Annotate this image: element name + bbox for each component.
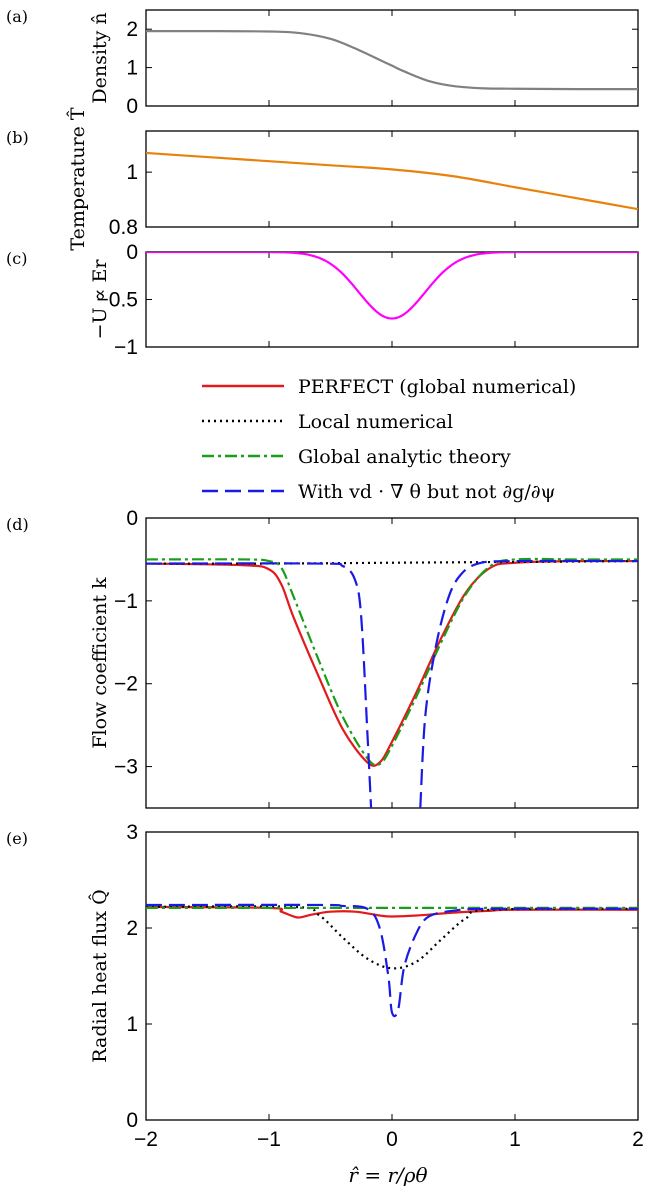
y-tick-label-e: 3 <box>126 821 138 844</box>
series-line-a-0 <box>146 31 638 89</box>
series-group-d <box>146 559 638 808</box>
panel-label-e: (e) <box>6 829 28 848</box>
series-group-a <box>146 31 638 89</box>
y-tick-label-e: 1 <box>126 1013 138 1036</box>
x-tick-label-e: 2 <box>632 1128 644 1151</box>
panel-label-b: (b) <box>6 128 29 147</box>
legend-label-1: Local numerical <box>298 411 453 433</box>
y-tick-label-a: 0 <box>126 95 138 118</box>
y-tick-label-d: 0 <box>126 507 138 530</box>
series-line-d-3 <box>420 561 638 808</box>
legend: PERFECT (global numerical) Local numerica… <box>202 376 576 503</box>
y-tick-label-b: 1 <box>126 161 138 184</box>
x-tick-label-e: 1 <box>509 1128 521 1151</box>
legend-label-0: PERFECT (global numerical) <box>298 376 576 398</box>
y-tick-label-d: −2 <box>114 673 138 696</box>
series-line-d-3 <box>146 563 371 808</box>
panels-group: 012(a) Density n̂0.81(b) Temperature T̂−1−… <box>6 7 644 1151</box>
y-tick-label-b: 0.8 <box>109 216 138 239</box>
y-tick-label-e: 2 <box>126 917 138 940</box>
series-line-b-0 <box>146 153 638 209</box>
series-group-c <box>146 252 638 319</box>
panel-a: 0 1 2 (a) Density n̂ <box>6 7 638 118</box>
y-tick-label-a: 2 <box>126 18 138 41</box>
y-axis-label-c: −U ∝ Er <box>89 259 111 340</box>
legend-label-3: With vd · ∇ θ but not ∂g/∂ψ <box>298 481 556 503</box>
x-tick-label-e: 0 <box>386 1128 398 1151</box>
y-tick-label-d: −1 <box>114 590 138 613</box>
series-line-c-0 <box>146 252 638 319</box>
panel-b: 0.8 1 (b) Temperature T̂ <box>6 107 638 251</box>
panel-label-d: (d) <box>6 515 29 534</box>
x-axis-label: r̂ = r/ρθ <box>348 1163 427 1187</box>
plot-frame-b <box>146 131 638 227</box>
panel-label-a: (a) <box>6 7 28 26</box>
series-line-d-2 <box>146 559 638 765</box>
panel-label-c: (c) <box>6 249 27 268</box>
panel-c: −1−0.50(c)−U ∝ Er <box>6 241 638 359</box>
y-axis-label-e: Radial heat flux Q̂ <box>89 889 111 1062</box>
y-tick-label-d: −3 <box>114 756 138 779</box>
panel-d: −3 −2 −1 0 (d) Flow coefficient k <box>6 507 638 808</box>
x-tick-label-e: −2 <box>134 1128 158 1151</box>
y-tick-label-c: 0 <box>126 241 138 264</box>
series-line-e-3 <box>146 905 638 1016</box>
series-group-e <box>146 905 638 1016</box>
y-axis-label-a: Density n̂ <box>89 12 111 103</box>
y-tick-label-c: −1 <box>114 336 138 359</box>
series-line-d-0 <box>146 561 638 766</box>
y-tick-label-a: 1 <box>126 57 138 80</box>
plot-frame-e <box>146 832 638 1120</box>
y-axis-label-d: Flow coefficient k <box>89 577 111 749</box>
legend-label-2: Global analytic theory <box>298 446 511 468</box>
series-group-b <box>146 153 638 209</box>
plot-frame-a <box>146 10 638 106</box>
plot-frame-c <box>146 252 638 347</box>
y-axis-label-b: Temperature T̂ <box>67 107 89 251</box>
x-tick-label-e: −1 <box>257 1128 281 1151</box>
